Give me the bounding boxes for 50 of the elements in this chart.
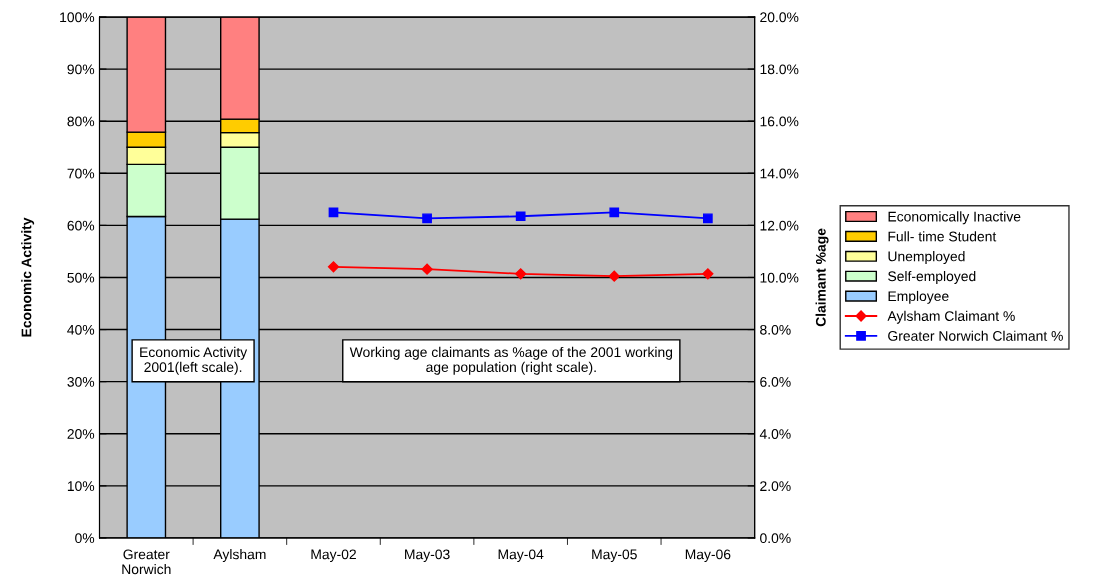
point bbox=[609, 207, 620, 218]
y2-tick-label: 0.0% bbox=[760, 533, 791, 544]
y-tick-label: 100% bbox=[60, 12, 95, 23]
y2-axis-title: Claimant %age bbox=[815, 228, 829, 327]
y2-tick-label: 2.0% bbox=[760, 481, 791, 492]
x-tick-label: Greater Norwich bbox=[122, 549, 171, 575]
point bbox=[702, 268, 714, 280]
legend-label: Employee bbox=[888, 290, 949, 304]
y-tick-label: 70% bbox=[67, 168, 95, 179]
point bbox=[328, 207, 339, 218]
x-tick-label: May-06 bbox=[685, 549, 731, 563]
x-tick-label: May-04 bbox=[498, 549, 544, 563]
x-tick-label: Aylsham bbox=[213, 549, 266, 563]
point bbox=[515, 211, 526, 222]
y2-tick-label: 14.0% bbox=[760, 168, 799, 179]
x-tick-label: May-03 bbox=[405, 549, 450, 563]
y2-tick-label: 18.0% bbox=[760, 64, 799, 75]
y-tick-label: 10% bbox=[67, 481, 95, 492]
x-tick-label: May-05 bbox=[592, 549, 637, 563]
y-tick-label: 90% bbox=[67, 64, 95, 75]
y2-tick-label: 12.0% bbox=[760, 220, 799, 231]
legend-label: Unemployed bbox=[888, 251, 965, 265]
legend-label: Self-employed bbox=[888, 271, 976, 284]
point bbox=[608, 270, 620, 282]
point bbox=[327, 261, 340, 273]
annotation: Economic Activity 2001(left scale). bbox=[140, 346, 248, 375]
y2-tick-label: 4.0% bbox=[759, 429, 791, 439]
y-axis-title: Economic Activity bbox=[21, 217, 35, 337]
y2-tick-label: 6.0% bbox=[760, 377, 791, 387]
x-tick-label: May-02 bbox=[311, 549, 356, 563]
legend-label: Full- time Student bbox=[888, 231, 997, 242]
y-tick-label: 0% bbox=[75, 533, 95, 544]
y-tick-label: 50% bbox=[67, 272, 95, 283]
y2-tick-label: 20.0% bbox=[760, 12, 799, 23]
y-tick-label: 60% bbox=[67, 220, 95, 231]
y-tick-label: 80% bbox=[67, 116, 95, 127]
y-tick-label: 30% bbox=[67, 377, 95, 387]
y-tick-label: 20% bbox=[67, 429, 95, 439]
y2-tick-label: 10.0% bbox=[760, 272, 799, 283]
y2-tick-label: 16.0% bbox=[760, 116, 799, 127]
point bbox=[702, 213, 713, 224]
annotation: Working age claimants as %age of the 2001 working age population (right scale). bbox=[349, 346, 673, 375]
point bbox=[421, 263, 433, 275]
legend-label: Aylsham Claimant % bbox=[887, 310, 1015, 324]
y-tick-label: 40% bbox=[67, 324, 95, 335]
legend-label: Economically Inactive bbox=[888, 211, 1021, 225]
y2-tick-label: 8.0% bbox=[760, 324, 791, 335]
point bbox=[515, 268, 527, 280]
legend-label: Greater Norwich Claimant % bbox=[888, 330, 1063, 341]
point bbox=[422, 213, 432, 224]
